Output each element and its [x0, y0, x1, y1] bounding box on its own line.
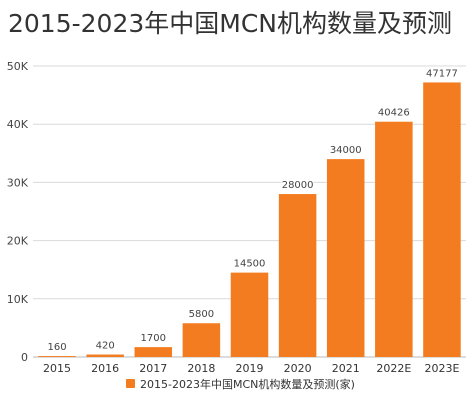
data-label-box — [185, 307, 218, 321]
y-tick-label: 10K — [7, 293, 29, 306]
data-label: 160 — [48, 342, 67, 353]
data-label-box — [281, 178, 314, 192]
bar — [230, 272, 269, 357]
data-label: 14500 — [234, 259, 266, 270]
legend-label: 2015-2023年中国MCN机构数量及预测(家) — [140, 377, 355, 391]
bar — [38, 356, 76, 357]
x-tick-label: 2015 — [43, 362, 71, 375]
data-label-box — [137, 331, 170, 345]
bar — [423, 82, 461, 357]
data-label-box — [41, 340, 74, 354]
chart-title: 2015-2023年中国MCN机构数量及预测 — [8, 9, 452, 38]
data-label: 34000 — [330, 145, 362, 156]
data-label: 47177 — [426, 68, 458, 79]
x-tick-label: 2023E — [424, 362, 459, 375]
bar — [278, 194, 317, 357]
bar — [134, 347, 173, 357]
x-tick-label: 2018 — [187, 362, 215, 375]
data-label: 1700 — [141, 333, 166, 344]
y-tick-label: 30K — [7, 176, 29, 189]
data-label: 420 — [96, 341, 115, 352]
data-labels: 160 420 1700 5800 14500 28000 34000 40426 47177 — [41, 66, 458, 354]
x-tick-label: 2022E — [376, 362, 411, 375]
y-tick-label: 0 — [21, 351, 28, 364]
data-label-box — [89, 338, 122, 352]
x-axis: 2015 2016 2017 2018 2019 2020 2021 2022E 2023E — [43, 362, 459, 375]
bars — [38, 82, 461, 358]
data-label-box — [425, 66, 458, 80]
data-label: 5800 — [189, 309, 214, 320]
x-tick-label: 2016 — [91, 362, 119, 375]
data-label: 40426 — [378, 108, 410, 119]
x-tick-label: 2021 — [332, 362, 360, 375]
data-label-box — [377, 105, 410, 119]
bar — [86, 354, 124, 357]
y-axis: 0 10K 20K 30K 40K 50K — [7, 60, 29, 364]
legend-swatch — [126, 379, 135, 388]
bar — [375, 121, 413, 358]
x-tick-label: 2017 — [139, 362, 167, 375]
x-tick-label: 2020 — [284, 362, 312, 375]
data-label: 28000 — [282, 180, 314, 191]
legend: 2015-2023年中国MCN机构数量及预测(家) — [126, 377, 355, 391]
bar — [326, 159, 365, 357]
bar — [182, 323, 221, 357]
y-tick-label: 40K — [7, 118, 29, 131]
data-label-box — [233, 256, 266, 270]
x-tick-label: 2019 — [236, 362, 264, 375]
data-label-box — [329, 143, 362, 157]
y-tick-label: 20K — [7, 235, 29, 248]
y-tick-label: 50K — [7, 60, 29, 73]
